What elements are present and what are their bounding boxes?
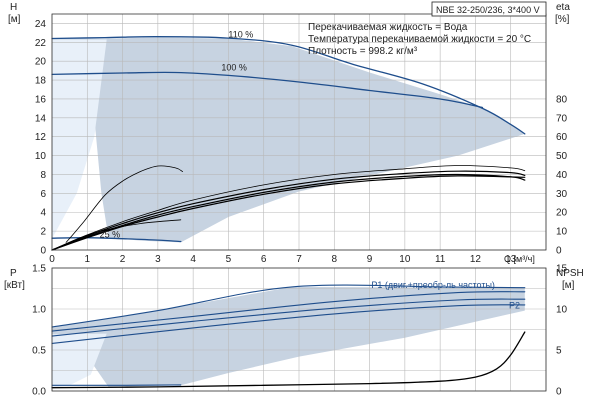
lower-operating-region (52, 287, 525, 388)
npsh-axis-label: NPSH (556, 268, 584, 279)
y-tick-label: 10 (35, 151, 47, 162)
eta-axis-label: eta (556, 2, 570, 13)
y-tick-label: 22 (35, 38, 47, 49)
header-box-text: NBE 32-250/236, 3*400 V (436, 5, 540, 15)
p-axis-unit: [кВт] (4, 280, 25, 291)
x-tick-label: 7 (296, 254, 302, 265)
info-line-density: Плотность = 998.2 кг/м³ (308, 46, 418, 57)
curve-label: P2 (509, 301, 520, 311)
eta-axis-unit: [%] (555, 14, 570, 25)
h-axis-unit: [м] (8, 14, 21, 25)
curve-label: 100 % (221, 63, 247, 73)
y-tick-label: 0.5 (32, 346, 46, 357)
eta-tick-label: 60 (556, 132, 568, 143)
y-tick-label: 16 (35, 94, 47, 105)
h-axis-label: H (10, 2, 17, 13)
x-tick-label: 3 (155, 254, 161, 265)
eta-tick-label: 10 (556, 227, 568, 238)
eta-tick-label: 0 (556, 246, 562, 257)
npsh-axis-unit: [м] (562, 280, 575, 291)
y-tick-label: 14 (35, 113, 47, 124)
npsh-tick-label: 5 (556, 346, 562, 357)
y-tick-label: 1.5 (32, 264, 46, 275)
y-tick-label: 24 (35, 19, 47, 30)
y-tick-label: 20 (35, 57, 47, 68)
lower-operating-area (52, 287, 525, 387)
x-tick-label: 9 (367, 254, 373, 265)
x-tick-label: 11 (435, 254, 446, 265)
eta-tick-label: 50 (556, 151, 568, 162)
y-tick-label: 1.0 (32, 305, 46, 316)
info-line-temperature: Температура перекачиваемой жидкости = 20… (308, 34, 531, 45)
x-tick-label: 1 (85, 254, 91, 265)
eta-tick-label: 80 (556, 94, 568, 105)
y-tick-label: 2 (40, 227, 46, 238)
x-tick-label: 6 (261, 254, 267, 265)
y-tick-label: 8 (40, 170, 46, 181)
x-tick-label: 4 (190, 254, 196, 265)
eta-tick-label: 40 (556, 170, 568, 181)
upper-operating-area (52, 38, 525, 243)
eta-tick-label: 70 (556, 113, 568, 124)
y-tick-label: 0 (40, 246, 46, 257)
y-tick-label: 0.0 (32, 387, 46, 398)
y-tick-label: 4 (40, 208, 46, 219)
x-tick-label: 8 (332, 254, 338, 265)
npsh-tick-label: 10 (556, 305, 568, 316)
eta-tick-label: 20 (556, 208, 568, 219)
q-axis-label: Q [м³/ч] (504, 254, 535, 264)
x-tick-label: 10 (399, 254, 411, 265)
x-tick-label: 12 (470, 254, 482, 265)
eta-tick-label: 30 (556, 189, 568, 200)
x-tick-label: 5 (226, 254, 232, 265)
p-axis-label: P (10, 268, 17, 279)
npsh-tick-label: 0 (556, 387, 562, 398)
x-tick-label: 0 (49, 254, 55, 265)
y-tick-label: 12 (35, 132, 47, 143)
curve-label: 25 % (100, 230, 121, 240)
curve-label: 110 % (228, 30, 253, 40)
info-box: NBE 32-250/236, 3*400 V Перекачиваемая ж… (308, 2, 546, 57)
upper-operating-region (52, 38, 525, 243)
info-line-liquid: Перекачиваемая жидкость = Вода (308, 22, 468, 33)
curve-label: P1 (двиг.+преобр-ль частоты) (371, 280, 495, 290)
x-tick-label: 2 (120, 254, 126, 265)
y-tick-label: 18 (35, 76, 47, 87)
y-tick-label: 6 (40, 189, 46, 200)
